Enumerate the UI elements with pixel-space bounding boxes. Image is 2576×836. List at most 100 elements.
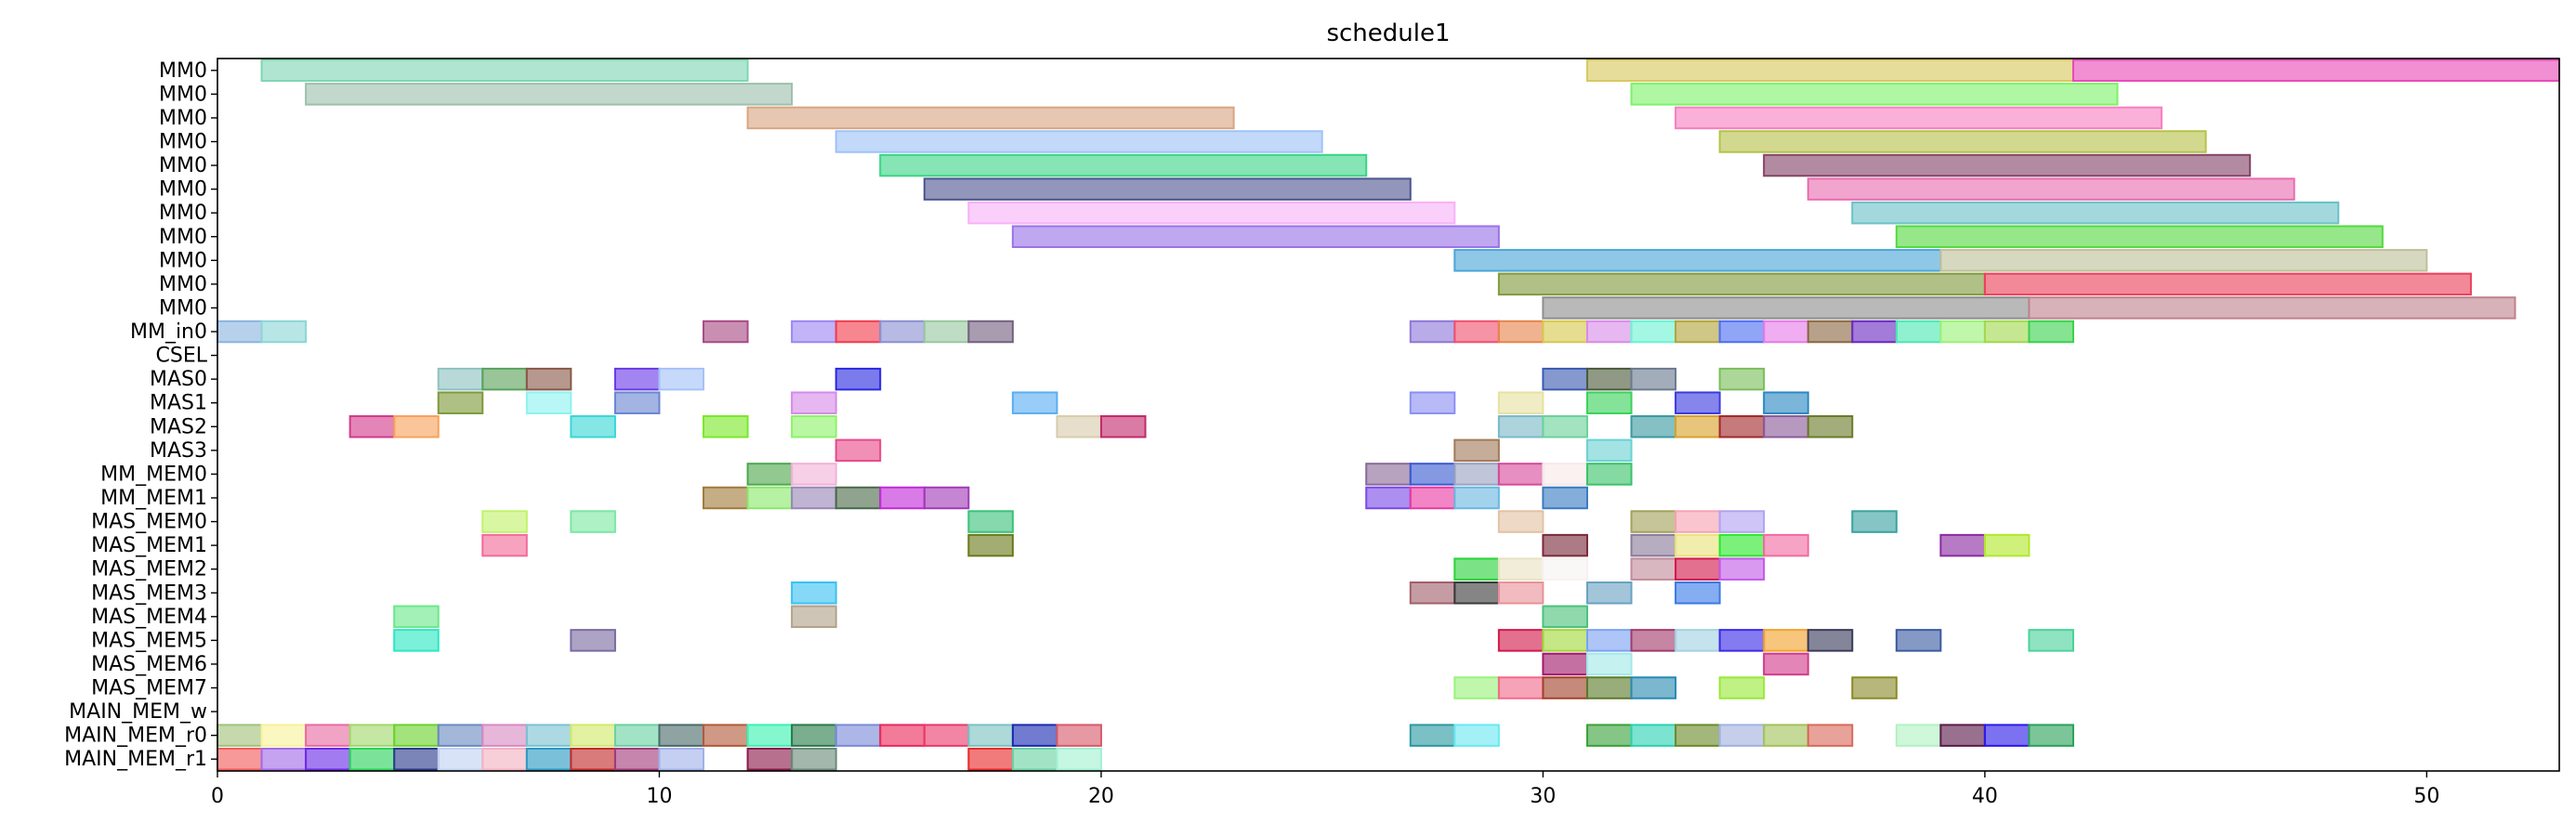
gantt-bar bbox=[525, 747, 572, 771]
gantt-bar bbox=[658, 747, 705, 771]
gantt-bar bbox=[1718, 533, 1766, 557]
gantt-bar bbox=[1718, 676, 1766, 699]
gantt-bar bbox=[1630, 676, 1677, 699]
y-tick-label: MM0 bbox=[159, 154, 207, 177]
gantt-bar bbox=[879, 486, 926, 510]
gantt-bar bbox=[1675, 391, 1721, 414]
gantt-bar bbox=[1099, 415, 1147, 438]
gantt-bar bbox=[305, 83, 794, 106]
gantt-bar bbox=[703, 320, 749, 344]
gantt-bar bbox=[1851, 201, 2340, 225]
gantt-bar bbox=[1895, 724, 1942, 747]
gantt-bar bbox=[1718, 724, 1766, 747]
gantt-bar bbox=[1675, 415, 1721, 438]
gantt-bar bbox=[1895, 225, 2384, 248]
x-tick-label: 50 bbox=[2413, 785, 2439, 808]
gantt-bar bbox=[2028, 320, 2074, 344]
gantt-bar bbox=[791, 391, 837, 414]
gantt-bar bbox=[393, 415, 440, 438]
gantt-bar bbox=[437, 724, 484, 747]
gantt-bar bbox=[791, 747, 837, 771]
gantt-bar bbox=[1542, 463, 1588, 486]
gantt-bar bbox=[1453, 320, 1500, 344]
gantt-bar bbox=[1895, 320, 1942, 344]
gantt-bar bbox=[791, 724, 837, 747]
gantt-bar bbox=[835, 486, 882, 510]
gantt-bar bbox=[703, 415, 749, 438]
gantt-bar bbox=[967, 201, 1456, 225]
y-tick-label: MAS2 bbox=[150, 415, 207, 438]
x-tick-label: 10 bbox=[646, 785, 672, 808]
y-tick-label: MAIN_MEM_r0 bbox=[64, 725, 207, 748]
gantt-bar bbox=[1585, 652, 1633, 676]
gantt-bar bbox=[260, 59, 749, 83]
y-tick-label: MM0 bbox=[159, 59, 207, 83]
y-tick-label: MM0 bbox=[159, 130, 207, 153]
y-tick-label: MM_MEM1 bbox=[100, 487, 207, 510]
gantt-bar bbox=[1630, 629, 1677, 652]
gantt-bar bbox=[746, 463, 794, 486]
y-tick-label: MAS1 bbox=[150, 392, 207, 415]
gantt-bar bbox=[1585, 581, 1633, 605]
gantt-bar bbox=[1453, 581, 1500, 605]
gantt-bar bbox=[1542, 533, 1588, 557]
gantt-bar bbox=[1630, 557, 1677, 581]
gantt-bar bbox=[1763, 391, 1809, 414]
gantt-bar bbox=[1675, 533, 1721, 557]
gantt-bar bbox=[835, 320, 882, 344]
gantt-bar bbox=[525, 724, 572, 747]
gantt-bar bbox=[1939, 249, 2428, 272]
y-tick-label: MAS_MEM3 bbox=[91, 581, 207, 605]
gantt-bar bbox=[437, 367, 484, 391]
gantt-bar bbox=[1542, 557, 1588, 581]
gantt-bar bbox=[1851, 676, 1898, 699]
gantt-bar bbox=[1365, 486, 1412, 510]
gantt-bar bbox=[1011, 724, 1058, 747]
gantt-bar bbox=[1718, 130, 2207, 153]
gantt-bar bbox=[1542, 605, 1588, 629]
gantt-bar bbox=[1011, 225, 1500, 248]
gantt-bar bbox=[1630, 724, 1677, 747]
gantt-bar bbox=[746, 724, 794, 747]
gantt-bar bbox=[393, 629, 440, 652]
y-tick-label: MAS3 bbox=[150, 439, 207, 463]
gantt-bar bbox=[1542, 415, 1588, 438]
y-tick-label: MAS_MEM4 bbox=[91, 606, 207, 629]
x-tick-label: 40 bbox=[1972, 785, 1998, 808]
y-tick-label: MAS_MEM0 bbox=[91, 511, 207, 534]
gantt-bar bbox=[217, 747, 263, 771]
y-tick-label: CSEL bbox=[156, 345, 208, 368]
gantt-bar bbox=[1718, 629, 1766, 652]
gantt-bar bbox=[1542, 676, 1588, 699]
gantt-bar bbox=[1763, 629, 1809, 652]
y-tick-label: MM0 bbox=[159, 249, 207, 272]
gantt-bar bbox=[791, 486, 837, 510]
gantt-bar bbox=[437, 391, 484, 414]
chart-title: schedule1 bbox=[1326, 20, 1450, 47]
gantt-bar bbox=[1851, 510, 1898, 533]
gantt-bar bbox=[1718, 320, 1766, 344]
gantt-bar bbox=[1542, 629, 1588, 652]
gantt-bar bbox=[305, 724, 351, 747]
gantt-bar bbox=[1763, 533, 1809, 557]
gantt-bar bbox=[348, 415, 396, 438]
y-tick-label: MAS_MEM5 bbox=[91, 629, 207, 652]
gantt-bar bbox=[481, 533, 528, 557]
gantt-bar bbox=[1630, 510, 1677, 533]
y-tick-label: MAIN_MEM_w bbox=[69, 700, 207, 724]
gantt-bar bbox=[1497, 463, 1544, 486]
gantt-bar bbox=[1497, 581, 1544, 605]
gantt-bar bbox=[746, 486, 794, 510]
y-tick-label: MAS_MEM6 bbox=[91, 653, 207, 676]
gantt-bar bbox=[923, 486, 970, 510]
gantt-bar bbox=[1585, 629, 1633, 652]
gantt-bar bbox=[1718, 557, 1766, 581]
x-tick-label: 20 bbox=[1088, 785, 1114, 808]
gantt-bar bbox=[1983, 272, 2472, 296]
gantt-bar bbox=[1585, 724, 1633, 747]
gantt-bar bbox=[1807, 415, 1854, 438]
y-tick-label: MM0 bbox=[159, 83, 207, 106]
gantt-bar bbox=[1409, 486, 1456, 510]
gantt-bar bbox=[1851, 320, 1898, 344]
gantt-bar bbox=[1585, 320, 1633, 344]
